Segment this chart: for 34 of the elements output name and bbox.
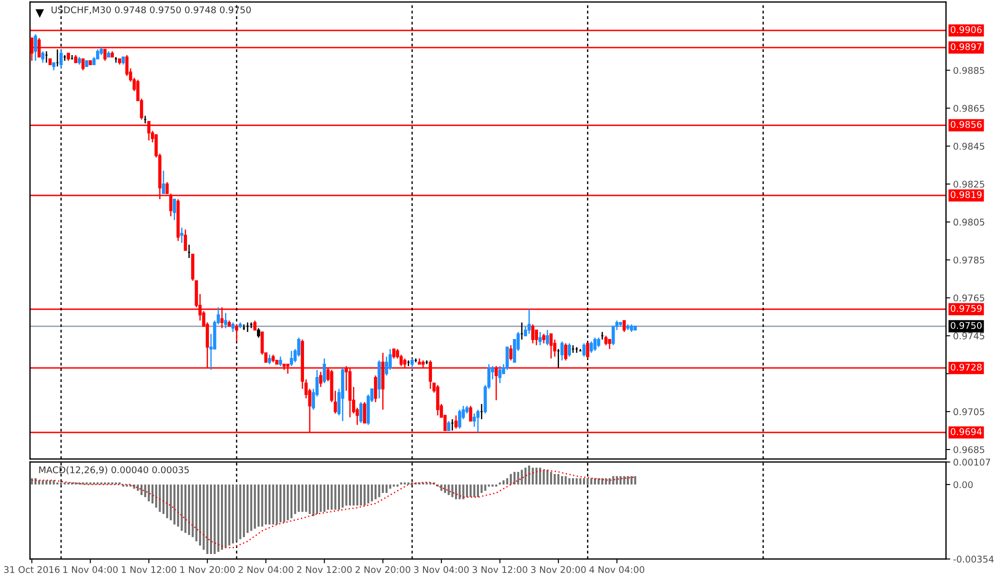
- x-tick-label: 1 Nov 12:00: [122, 566, 176, 574]
- x-tick-label: 2 Nov 20:00: [356, 566, 410, 574]
- y-tick-label: 0.9765: [954, 294, 984, 302]
- y-tick-label: 0.9785: [954, 256, 984, 264]
- chart-title: USDCHF,M30 0.9748 0.9750 0.9748 0.9750: [52, 6, 251, 14]
- y-tick-label: 0.9745: [954, 332, 984, 340]
- chart-title: MACD(12,26,9) 0.00040 0.00035: [39, 466, 189, 474]
- y-tick-label: 0.9885: [954, 66, 984, 74]
- y-tick-label: 0.9865: [954, 104, 984, 112]
- x-tick-label: 3 Nov 04:00: [414, 566, 469, 574]
- ref-line-label: 0.9897: [950, 43, 982, 50]
- ref-line-label: 0.9906: [950, 26, 982, 34]
- ref-line-label: 0.9819: [950, 191, 982, 198]
- x-tick-label: 31 Oct 2016: [4, 566, 60, 574]
- ref-line-label: 0.9694: [950, 428, 982, 436]
- x-tick-label: 3 Nov 12:00: [472, 566, 528, 574]
- y-tick-label: 0.9825: [954, 180, 984, 188]
- x-tick-label: 1 Nov 20:00: [180, 566, 235, 574]
- ref-line-label: 0.9856: [950, 120, 982, 128]
- x-tick-label: 4 Nov 04:00: [589, 566, 644, 574]
- x-tick-label: 3 Nov 20:00: [531, 566, 586, 574]
- ref-line-label: 0.9728: [950, 364, 982, 371]
- y-tick-label: 0.9705: [954, 408, 984, 416]
- y-tick-label: 0.9805: [954, 218, 984, 226]
- y-tick-label: 0.9685: [954, 446, 984, 454]
- y-tick-label: -0.00354: [953, 556, 994, 563]
- y-tick-label: 0.00107: [954, 458, 990, 466]
- x-tick-label: 1 Nov 04:00: [63, 566, 118, 574]
- ref-line-label: 0.9759: [950, 304, 982, 312]
- x-tick-label: 2 Nov 04:00: [238, 566, 294, 574]
- y-tick-label: 0.9845: [954, 142, 984, 150]
- x-tick-label: 2 Nov 12:00: [297, 566, 352, 574]
- y-tick-label: 0.00: [954, 481, 973, 488]
- ref-line-label: 0.9750: [950, 322, 982, 329]
